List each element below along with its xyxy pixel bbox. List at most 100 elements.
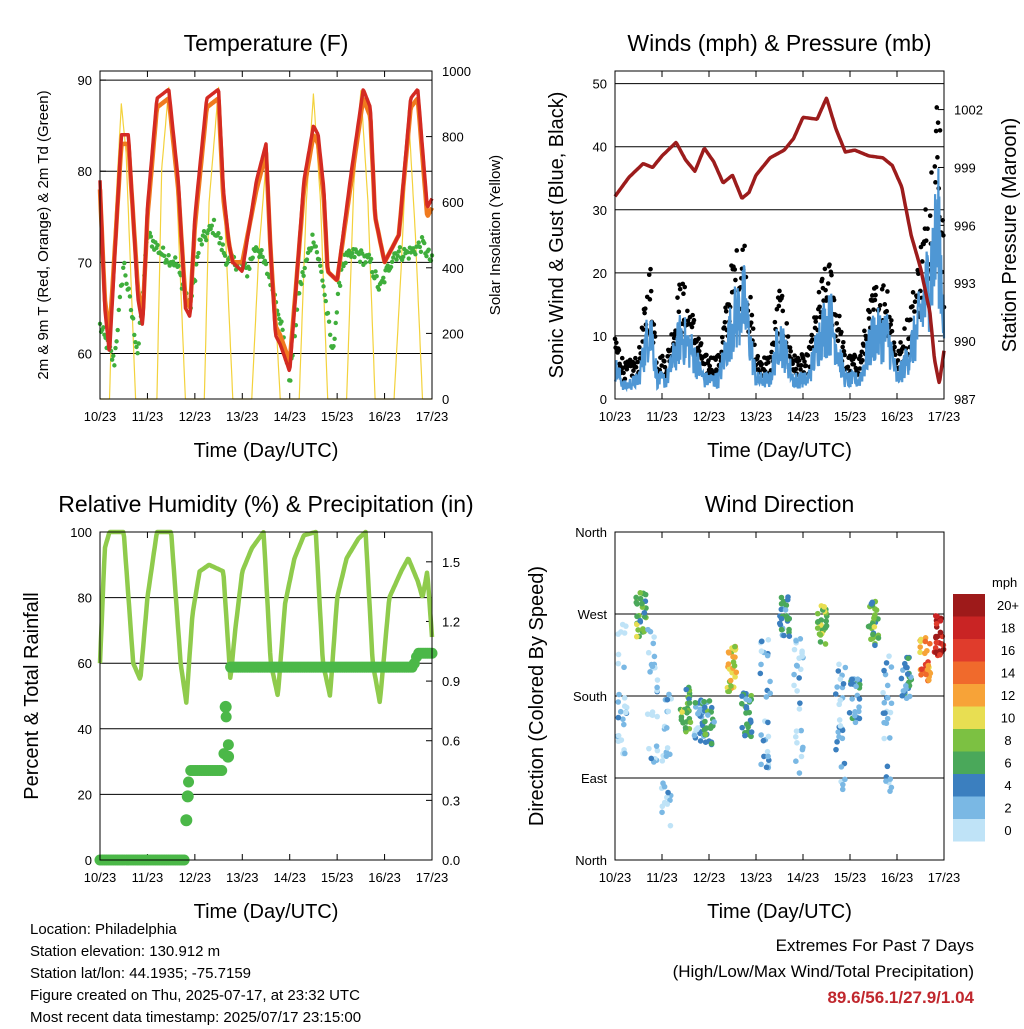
direction-point [697, 706, 704, 712]
direction-point [796, 655, 802, 661]
dewpoint-point [313, 244, 318, 249]
direction-point [794, 663, 801, 669]
gust-point [696, 336, 701, 342]
dewpoint-point [247, 266, 252, 271]
direction-point [883, 660, 890, 666]
gust-point [902, 326, 907, 331]
gust-point [809, 332, 815, 338]
rainfall-point [183, 776, 195, 788]
gust-point [888, 322, 894, 327]
dewpoint-point [148, 234, 154, 239]
direction-point [852, 719, 859, 726]
direction-point [814, 610, 821, 617]
humidity-xtick-label: 15/23 [321, 870, 354, 885]
legend-swatch [953, 684, 985, 707]
gust-point [910, 290, 916, 295]
gust-point [742, 243, 747, 249]
direction-point [615, 660, 622, 667]
gust-point [910, 304, 915, 309]
gust-point [798, 367, 803, 372]
dewpoint-point [111, 353, 116, 359]
dewpoint-point [325, 310, 331, 316]
gust-point [732, 267, 738, 272]
humidity-y2tick-label: 0.9 [442, 674, 460, 689]
direction-point [706, 698, 713, 704]
temperature-y2tick-label: 800 [442, 130, 464, 145]
legend-label: 18 [1001, 621, 1015, 636]
dewpoint-point [311, 240, 316, 245]
direction-point [637, 595, 644, 602]
direction-point [743, 710, 749, 716]
gust-point [690, 312, 695, 318]
gust-point [882, 302, 888, 307]
dewpoint-point [225, 260, 230, 266]
humidity-xtick-label: 10/23 [84, 870, 117, 885]
direction-point [794, 688, 800, 694]
temperature-ytick-label: 80 [78, 164, 92, 179]
winds-y2label: Station Pressure (Maroon) [999, 118, 1021, 353]
direction-point [888, 664, 895, 670]
dewpoint-point [263, 261, 269, 267]
dewpoint-point [198, 237, 203, 243]
gust-point [906, 336, 911, 342]
direction-point [742, 732, 748, 739]
direction-point [881, 699, 888, 706]
dewpoint-point [331, 343, 336, 349]
dewpoint-point [396, 249, 401, 254]
humidity-ytick-label: 0 [85, 853, 92, 868]
winds-y2tick-label: 996 [954, 218, 976, 233]
extremes-subtitle: (High/Low/Max Wind/Total Precipitation) [672, 962, 974, 981]
temperature-chart: Temperature (F) Time (Day/UTC) 2m & 9m T (… [35, 30, 504, 462]
direction-point [797, 666, 804, 673]
direction-point [682, 724, 689, 731]
direction-point [748, 733, 754, 740]
humidity-xtick-label: 17/23 [416, 870, 449, 885]
direction-point [654, 677, 661, 683]
winds-chart: Winds (mph) & Pressure (mb) Time (Day/UTC… [546, 30, 1021, 462]
direction-point [884, 715, 891, 722]
direction-point [837, 723, 844, 729]
direction-title: Wind Direction [705, 491, 855, 517]
dewpoint-point [385, 263, 390, 268]
dewpoint-point [332, 336, 337, 342]
temperature-xtick-label: 10/23 [84, 409, 117, 424]
dewpoint-point [406, 256, 411, 261]
direction-point [649, 663, 656, 670]
dewpoint-point [155, 242, 160, 248]
direction-point [815, 619, 821, 625]
gust-point [877, 303, 883, 308]
direction-point [923, 671, 929, 678]
rainfall-point [216, 765, 228, 777]
gust-point [891, 340, 897, 345]
dewpoint-point [337, 283, 343, 289]
winds-xtick-label: 16/23 [881, 409, 914, 424]
dewpoint-point [352, 254, 357, 260]
gust-point [648, 266, 653, 272]
humidity-y2tick-label: 0.6 [442, 734, 460, 749]
direction-point [817, 639, 824, 645]
winds-y2tick-label: 990 [954, 334, 976, 349]
gust-point [652, 334, 658, 339]
direction-point [725, 661, 732, 667]
gust-point [685, 308, 690, 314]
gust-point [748, 294, 753, 300]
legend-label: 14 [1001, 666, 1015, 681]
direction-point [693, 726, 700, 733]
dewpoint-point [322, 292, 327, 298]
extremes-box: Extremes For Past 7 Days (High/Low/Max W… [673, 933, 974, 1011]
direction-point [822, 641, 829, 647]
direction-point [871, 615, 877, 621]
winds-ytick-label: 10 [593, 329, 607, 344]
dewpoint-point [201, 229, 207, 234]
gust-point [916, 271, 921, 277]
direction-point [616, 691, 622, 698]
direction-point [925, 662, 932, 669]
direction-point [937, 652, 943, 658]
rainfall-point [220, 711, 232, 723]
direction-xtick-label: 10/23 [599, 870, 632, 885]
direction-point [758, 648, 765, 655]
gust-point [872, 297, 878, 303]
gust-point [841, 339, 846, 345]
dewpoint-point [319, 269, 324, 275]
speed-legend: mph 20+ 18 16 14 12 10 8 6 4 2 0 [953, 575, 1019, 842]
